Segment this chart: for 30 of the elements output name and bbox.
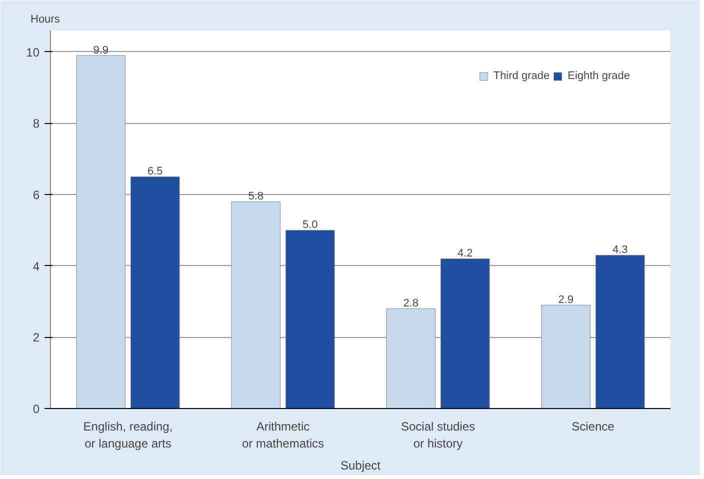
- data-label: 4.2: [457, 248, 473, 260]
- x-tick-label: Arithmetic or mathematics: [242, 420, 324, 450]
- bar: [231, 201, 281, 408]
- bar: [541, 304, 591, 408]
- x-tick-label: Social studies or history: [400, 420, 476, 450]
- y-tick-label: 0: [32, 402, 40, 416]
- legend-label: Eighth grade: [568, 70, 630, 82]
- bar: [285, 230, 335, 408]
- data-label: 9.9: [93, 44, 109, 56]
- bar: [386, 308, 436, 408]
- x-tick-label: Science: [572, 420, 615, 434]
- bar: [595, 254, 645, 408]
- bar: [130, 176, 180, 408]
- data-label: 2.9: [558, 294, 574, 306]
- y-tick-label: 2: [32, 330, 40, 345]
- bar: [440, 258, 490, 408]
- y-tick-label: 10: [26, 45, 40, 60]
- x-axis-title: Subject: [340, 458, 382, 472]
- x-tick-label: English, reading, or language arts: [83, 420, 173, 450]
- y-tick-label: 8: [32, 116, 40, 131]
- y-axis-title: Hours: [30, 14, 60, 26]
- y-tick-label: 6: [32, 188, 40, 202]
- data-label: 5.8: [248, 190, 264, 203]
- bar: [76, 55, 126, 408]
- data-label: 6.5: [147, 166, 163, 178]
- legend-label: Third grade: [493, 70, 550, 82]
- data-label: 4.3: [612, 244, 628, 256]
- data-label: 2.8: [403, 298, 419, 310]
- y-tick-label: 4: [32, 259, 40, 274]
- data-label: 5.0: [302, 219, 318, 232]
